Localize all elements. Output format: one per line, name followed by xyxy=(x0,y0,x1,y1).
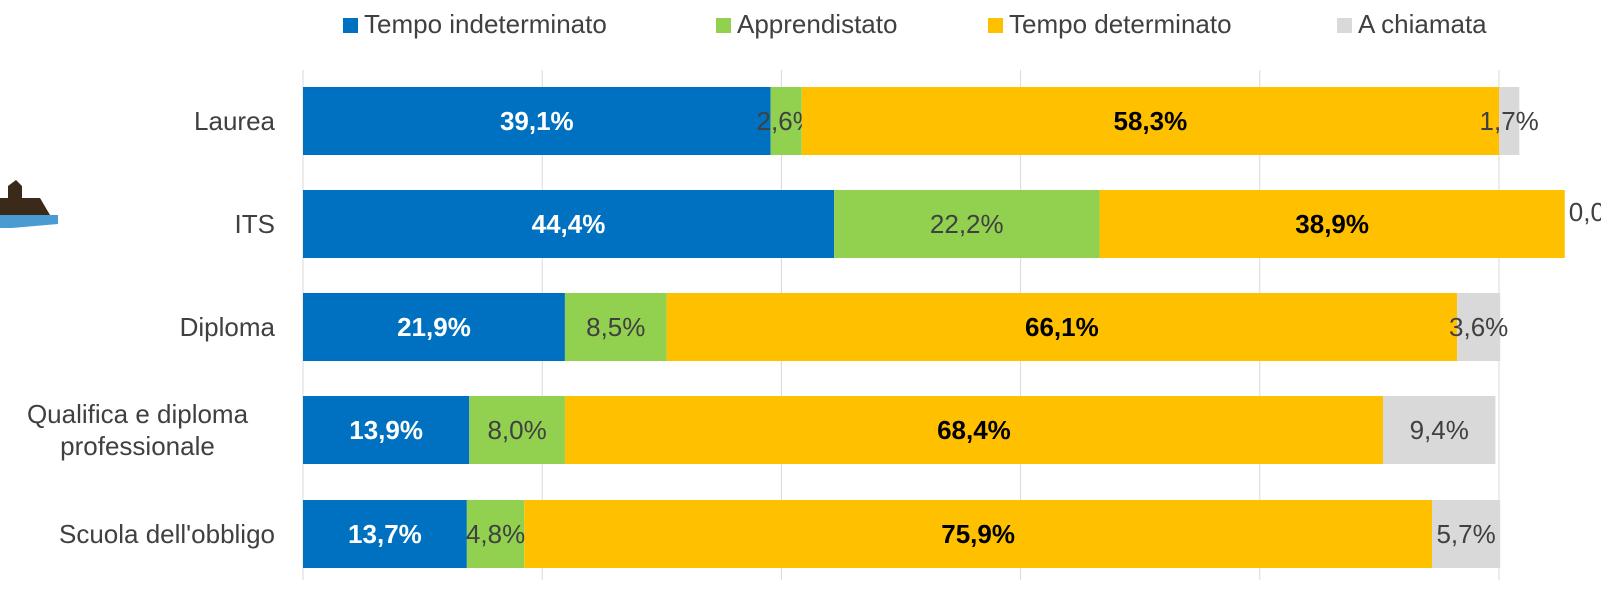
bar-segment xyxy=(469,396,565,464)
data-label: 21,9% xyxy=(397,312,471,342)
data-label: 8,5% xyxy=(586,312,645,342)
category-label: ITS xyxy=(235,184,275,264)
data-label: 68,4% xyxy=(937,415,1011,445)
data-label: 1,7% xyxy=(1480,106,1539,136)
category-label: Qualifica e diploma professionale xyxy=(0,390,275,470)
bar-segment xyxy=(303,190,835,258)
bar-segment xyxy=(770,87,802,155)
data-label: 0,0% xyxy=(1569,197,1601,227)
legend-label: Tempo determinato xyxy=(1009,9,1232,39)
data-label: 39,1% xyxy=(500,106,574,136)
category-text: Laurea xyxy=(194,106,275,136)
bar-segment xyxy=(303,396,470,464)
category-text: Qualifica e diploma professionale xyxy=(26,399,249,461)
legend-swatch xyxy=(988,18,1003,33)
category-text: Scuola dell'obbligo xyxy=(58,519,275,549)
data-label: 44,4% xyxy=(532,209,606,239)
legend-label: Tempo indeterminato xyxy=(364,9,607,39)
category-text: Diploma xyxy=(179,312,275,342)
bar-segment xyxy=(564,293,667,361)
legend-label: Apprendistato xyxy=(737,9,897,39)
data-label: 4,8% xyxy=(466,519,525,549)
bar-segment xyxy=(1382,396,1496,464)
legend-label: A chiamata xyxy=(1358,9,1487,39)
data-label: 13,9% xyxy=(349,415,423,445)
category-label: Scuola dell'obbligo xyxy=(59,494,275,574)
data-label: 3,6% xyxy=(1449,312,1508,342)
data-label: 66,1% xyxy=(1025,312,1099,342)
data-label: 75,9% xyxy=(941,519,1015,549)
data-label: 5,7% xyxy=(1436,519,1495,549)
legend-swatch xyxy=(716,18,731,33)
category-label: Diploma xyxy=(180,287,275,367)
bar-segment xyxy=(834,190,1100,258)
data-label: 8,0% xyxy=(487,415,546,445)
bar-segment xyxy=(564,396,1383,464)
logo-icon xyxy=(0,180,58,228)
data-label: 38,9% xyxy=(1295,209,1369,239)
bar-segment xyxy=(666,293,1458,361)
bar-segment xyxy=(1432,500,1501,568)
data-label: 13,7% xyxy=(348,519,422,549)
data-label: 9,4% xyxy=(1410,415,1469,445)
bar-segment xyxy=(801,87,1499,155)
bar-segment xyxy=(524,500,1433,568)
bar-segment xyxy=(1499,87,1520,155)
bar-segment xyxy=(303,293,565,361)
data-label: 22,2% xyxy=(930,209,1004,239)
bar-segment xyxy=(1099,190,1565,258)
category-text: ITS xyxy=(234,209,275,239)
bar-segment xyxy=(303,87,771,155)
bar-segment xyxy=(466,500,525,568)
legend-swatch xyxy=(343,18,358,33)
legend-swatch xyxy=(1337,18,1352,33)
bar-segment xyxy=(303,500,467,568)
data-label: 58,3% xyxy=(1113,106,1187,136)
category-label: Laurea xyxy=(194,81,275,161)
bar-segment xyxy=(1457,293,1501,361)
